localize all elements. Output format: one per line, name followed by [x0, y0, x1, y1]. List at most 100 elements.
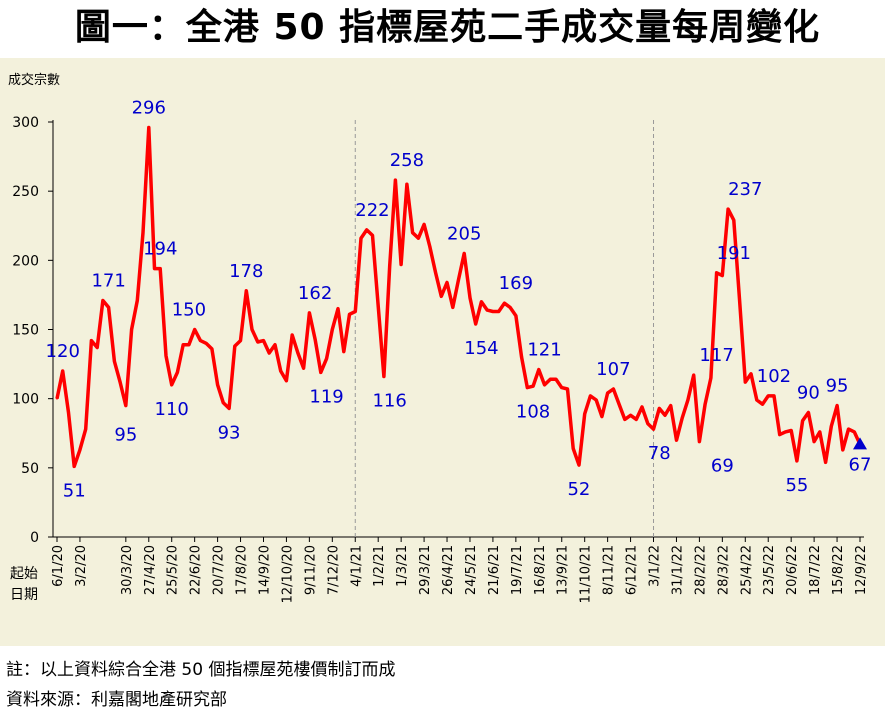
- data-point: [727, 208, 729, 211]
- last-point-marker: [853, 437, 867, 450]
- data-point: [354, 310, 357, 313]
- data-point: [555, 378, 557, 381]
- data-point: [342, 350, 345, 353]
- data-point: [274, 343, 276, 346]
- data-point: [509, 306, 511, 309]
- data-point: [618, 403, 620, 406]
- data-point: [256, 341, 259, 343]
- data-point: [606, 392, 609, 394]
- chart-panel: 0 50 100 150 200 250 300 成交宗數 起始 日期 6/1/20 3/2/20 30…: [0, 58, 885, 646]
- data-point: [801, 419, 804, 422]
- data-point: [165, 354, 167, 357]
- data-point: [623, 418, 626, 421]
- x-tick-label: 28/2/22: [693, 545, 708, 595]
- x-tick-label: 31/1/22: [670, 545, 685, 595]
- data-point: [297, 352, 299, 354]
- data-point: [73, 465, 76, 468]
- data-point: [704, 403, 706, 406]
- data-point: [388, 265, 391, 267]
- data-label: 51: [63, 480, 86, 501]
- x-tick-label: 24/5/21: [464, 545, 479, 595]
- data-point: [434, 271, 437, 274]
- x-tick-label: 12/10/20: [280, 545, 295, 603]
- data-point: [308, 312, 311, 314]
- data-point: [84, 428, 87, 430]
- x-tick-label: 21/6/21: [487, 545, 502, 595]
- data-point: [365, 229, 368, 231]
- data-point: [463, 252, 466, 255]
- data-point: [193, 328, 196, 331]
- data-point: [664, 414, 666, 417]
- data-point: [572, 447, 575, 450]
- data-point: [755, 399, 758, 401]
- data-point: [239, 339, 242, 342]
- data-point: [170, 383, 173, 386]
- data-label: 222: [355, 200, 389, 221]
- x-tick-label: 20/7/20: [212, 545, 227, 595]
- data-point: [635, 418, 638, 421]
- x-tick-label: 6/1/20: [51, 545, 66, 587]
- data-point: [90, 339, 93, 342]
- data-point: [440, 295, 443, 298]
- data-point: [790, 429, 793, 432]
- data-point: [96, 346, 99, 349]
- data-label: 154: [464, 338, 498, 359]
- data-point: [325, 357, 328, 360]
- data-label: 93: [218, 422, 241, 443]
- data-point: [159, 267, 162, 270]
- data-point: [486, 309, 489, 311]
- data-point: [124, 404, 127, 407]
- data-point: [279, 370, 282, 372]
- data-point: [337, 307, 339, 310]
- data-point: [377, 305, 380, 307]
- data-point: [692, 374, 695, 376]
- data-point: [136, 299, 139, 302]
- y-tick-label: 50: [21, 461, 39, 477]
- data-point: [612, 388, 615, 390]
- data-point: [107, 306, 110, 309]
- data-label: 102: [757, 366, 791, 387]
- data-label: 95: [826, 376, 849, 397]
- data-label: 205: [447, 223, 481, 244]
- data-point: [119, 381, 121, 383]
- data-point: [658, 407, 661, 410]
- x-tick-label: 1/3/21: [395, 545, 410, 587]
- x-axis-title-line1: 起始: [10, 566, 38, 582]
- data-point: [176, 371, 179, 374]
- x-tick-label: 6/12/21: [625, 545, 640, 595]
- data-label: 67: [849, 454, 872, 475]
- data-point: [331, 328, 334, 331]
- data-point: [383, 375, 385, 378]
- data-point: [199, 339, 202, 342]
- data-point: [721, 274, 724, 277]
- data-point: [285, 379, 288, 382]
- x-tick-label: 28/3/22: [716, 545, 731, 595]
- x-tick-label: 3/1/22: [648, 545, 663, 587]
- x-tick-label: 17/8/20: [235, 545, 250, 595]
- data-point: [67, 411, 70, 414]
- data-label: 95: [114, 425, 137, 446]
- data-point: [784, 431, 787, 433]
- x-tick-label: 3/2/20: [74, 545, 89, 587]
- data-label: 69: [711, 456, 734, 477]
- x-tick-label: 13/9/21: [556, 545, 571, 595]
- data-point: [750, 372, 752, 375]
- data-point: [520, 356, 523, 359]
- x-tick-label: 9/11/20: [303, 545, 318, 595]
- data-point: [543, 383, 546, 386]
- data-label: 119: [309, 386, 343, 407]
- data-point: [348, 313, 351, 316]
- data-point: [813, 440, 815, 443]
- data-label: 169: [499, 273, 533, 294]
- data-point: [744, 381, 747, 383]
- data-point: [153, 267, 156, 270]
- data-point: [767, 395, 770, 397]
- data-point: [497, 310, 500, 313]
- x-tick-label: 23/5/22: [762, 545, 777, 595]
- data-point: [406, 183, 408, 186]
- y-tick-label: 150: [12, 323, 39, 339]
- y-tick-label: 100: [12, 392, 39, 408]
- data-point: [142, 231, 144, 234]
- data-label: 90: [797, 383, 820, 404]
